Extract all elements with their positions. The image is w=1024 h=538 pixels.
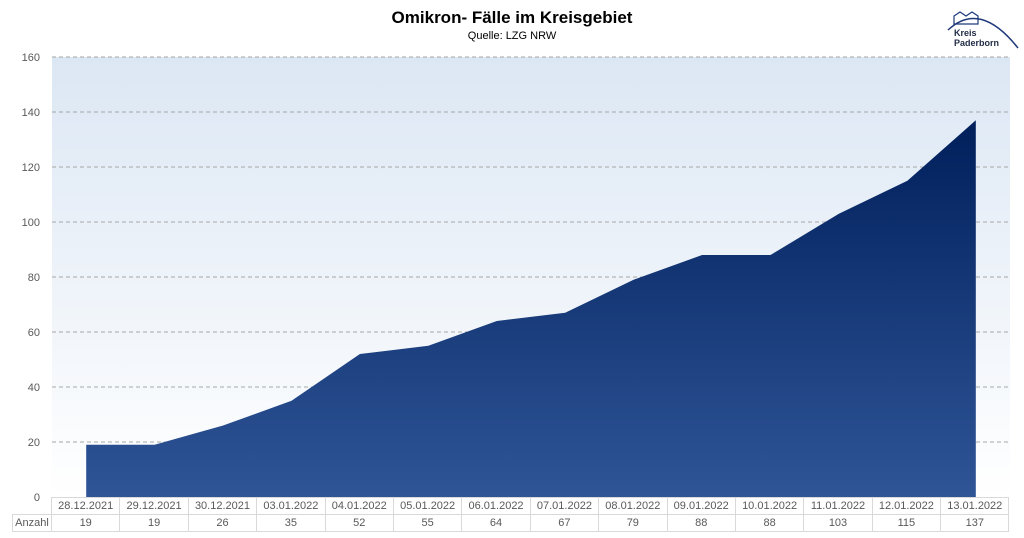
value-cell: 52 — [324, 514, 394, 532]
data-table-value-row: Anzahl 19 19 26 35 52 55 64 67 79 88 88 103 115 137 — [12, 514, 1010, 532]
y-tick-label: 20 — [28, 437, 40, 449]
category-label: 03.01.2022 — [256, 497, 326, 515]
y-tick-label: 140 — [22, 107, 40, 119]
row-label: Anzahl — [12, 514, 52, 532]
value-cell: 67 — [529, 514, 600, 532]
y-tick-label: 60 — [28, 327, 40, 339]
category-label: 06.01.2022 — [461, 497, 531, 515]
y-tick-label: 80 — [28, 272, 40, 284]
category-label: 13.01.2022 — [940, 497, 1010, 515]
category-label: 04.01.2022 — [324, 497, 394, 515]
category-label: 11.01.2022 — [803, 497, 873, 515]
value-cell: 115 — [871, 514, 942, 532]
y-tick-label: 160 — [22, 52, 40, 64]
value-cell: 137 — [940, 514, 1010, 532]
y-tick-label: 120 — [22, 162, 40, 174]
category-label: 30.12.2021 — [187, 497, 258, 515]
y-tick-label: 40 — [28, 382, 40, 394]
value-cell: 88 — [734, 514, 805, 532]
category-label: 08.01.2022 — [598, 497, 668, 515]
empty-corner-cell — [13, 498, 52, 515]
value-cell: 55 — [392, 514, 463, 532]
category-label: 10.01.2022 — [734, 497, 805, 515]
data-table-header-row: 28.12.2021 29.12.2021 30.12.2021 03.01.2022… — [13, 497, 1010, 515]
y-axis-ticks: 0 20 40 60 80 100 120 140 160 — [22, 52, 40, 504]
kreis-paderborn-logo-icon — [947, 11, 1019, 49]
value-cell: 19 — [50, 514, 121, 532]
logo-line-1: Kreis — [954, 28, 977, 38]
chart-title: Omikron- Fälle im Kreisgebiet — [391, 8, 633, 27]
category-label: 05.01.2022 — [392, 497, 463, 515]
chart-subtitle: Quelle: LZG NRW — [467, 30, 557, 42]
category-label: 12.01.2022 — [871, 497, 942, 515]
value-cell: 19 — [119, 514, 189, 532]
value-cell: 79 — [598, 514, 668, 532]
value-cell: 26 — [187, 514, 258, 532]
value-cell: 35 — [256, 514, 326, 532]
value-cell: 64 — [461, 514, 531, 532]
category-label: 29.12.2021 — [119, 497, 189, 515]
y-tick-label: 100 — [22, 217, 40, 229]
value-cell: 103 — [803, 514, 873, 532]
data-table: 28.12.2021 29.12.2021 30.12.2021 03.01.2022… — [12, 497, 1010, 532]
data-area — [86, 120, 976, 498]
value-cell: 88 — [666, 514, 736, 532]
logo-text: Kreis Paderborn — [954, 28, 999, 48]
y-tick-label: 0 — [34, 492, 40, 504]
category-label: 28.12.2021 — [50, 497, 121, 515]
logo-line-2: Paderborn — [954, 38, 1000, 48]
category-label: 07.01.2022 — [529, 497, 600, 515]
category-label: 09.01.2022 — [666, 497, 736, 515]
